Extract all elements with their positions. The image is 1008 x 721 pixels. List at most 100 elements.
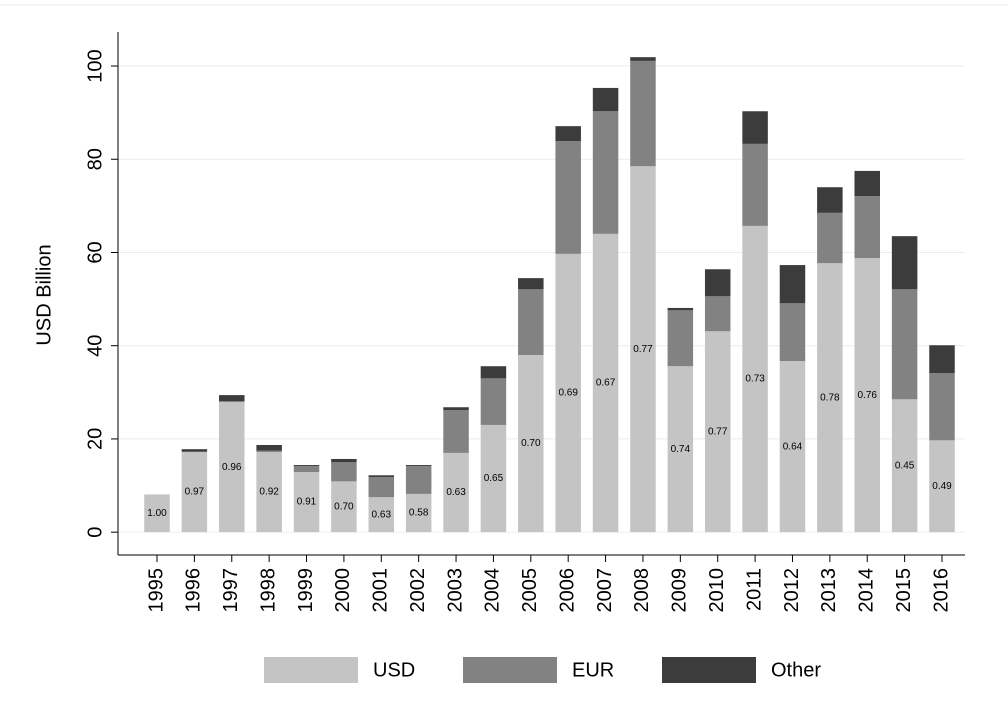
bar-segment [555,126,581,142]
x-tick-label: 2014 [856,568,878,613]
bar-segment [219,402,245,533]
bar-segment [405,465,432,466]
x-tick-label: 2007 [594,568,616,613]
y-tick-label: 60 [84,241,106,263]
bar-segment [779,303,806,362]
bar-segment [854,170,880,197]
bar-segment [518,355,544,533]
x-tick-label: 1995 [145,568,167,613]
bar-segment [742,225,768,533]
bar-segment [368,497,395,533]
x-tick-label: 2000 [332,568,354,613]
legend-swatch [264,657,358,683]
x-tick-label: 2015 [893,568,915,613]
share-label: 0.69 [558,388,578,399]
bar-segment [929,373,955,441]
bar-segment [742,111,768,144]
bar-segment [630,57,656,61]
bar-segment [929,345,955,374]
bar-segment [293,472,320,533]
legend-label: EUR [572,659,614,681]
share-label: 0.58 [409,508,429,519]
bar-segment [256,444,282,451]
bar-segment [219,395,245,402]
y-tick-label: 100 [84,49,106,82]
bar-segment [667,310,694,367]
bar-segment [592,87,619,112]
bar-segment [518,278,544,290]
bar-segment [331,462,357,482]
bar-segment [742,143,768,226]
bar-segment [555,253,581,533]
share-label: 0.63 [446,487,466,498]
share-label: 0.65 [484,473,504,484]
share-label: 0.70 [334,501,354,512]
legend-swatch [662,657,756,683]
x-tick-label: 1996 [183,568,205,613]
y-tick-label: 20 [84,428,106,450]
bar-segment [779,265,806,304]
x-tick-label: 2002 [407,568,429,613]
bar-segment [331,481,357,533]
share-label: 0.91 [297,497,317,508]
bar-segment [293,465,320,466]
share-label: 0.92 [259,487,279,498]
x-tick-label: 2008 [631,568,653,613]
bar-segment [181,451,208,533]
bar-segment [817,263,843,533]
x-tick-label: 1998 [257,568,279,613]
share-label: 0.67 [596,378,616,389]
bar-segment [630,60,656,167]
x-tick-label: 2006 [556,568,578,613]
bar-segment [704,331,731,533]
legend-swatch [463,657,557,683]
bar-segment [592,233,619,533]
share-label: 1.00 [147,508,167,519]
share-label: 0.49 [932,481,952,492]
bar-segment [443,407,469,411]
bar-segment [368,475,395,478]
y-axis-label: USD Billion [33,244,55,345]
bar-segment [667,307,694,311]
share-label: 0.74 [671,444,691,455]
x-tick-label: 2001 [370,568,392,613]
bar-segment [667,366,694,533]
bar-segment [256,450,282,452]
bar-segment [480,378,507,425]
bar-segment [817,187,843,213]
bar-segment [405,465,432,494]
x-tick-label: 2016 [930,568,952,613]
share-label: 0.77 [633,344,653,355]
bar-segment [555,141,581,254]
share-label: 0.63 [372,509,392,520]
x-tick-label: 2013 [818,568,840,613]
bar-segment [480,366,507,379]
bar-segment [891,399,918,533]
y-tick-label: 80 [84,148,106,170]
bar-segment [443,410,469,453]
bar-segment [891,236,918,290]
legend-label: USD [373,659,415,681]
x-tick-label: 2003 [444,568,466,613]
bar-segment [592,111,619,234]
x-tick-label: 2011 [743,568,765,611]
bar-segment [443,452,469,533]
x-tick-label: 2012 [781,568,803,613]
share-label: 0.78 [820,392,840,403]
legend-label: Other [771,659,821,681]
x-tick-label: 2010 [706,568,728,613]
x-tick-label: 1997 [220,568,242,613]
bar-segment [779,361,806,533]
share-label: 0.77 [708,426,728,437]
bar-segment [630,166,656,533]
bar-segment [480,424,507,533]
bar-segment [929,440,955,533]
share-label: 0.76 [858,390,878,401]
share-label: 0.45 [895,460,915,471]
share-label: 0.73 [745,374,765,385]
bar-segment [704,269,731,297]
bar-segment [854,196,880,259]
bar-segment [144,494,170,533]
x-tick-label: 1999 [295,568,317,613]
